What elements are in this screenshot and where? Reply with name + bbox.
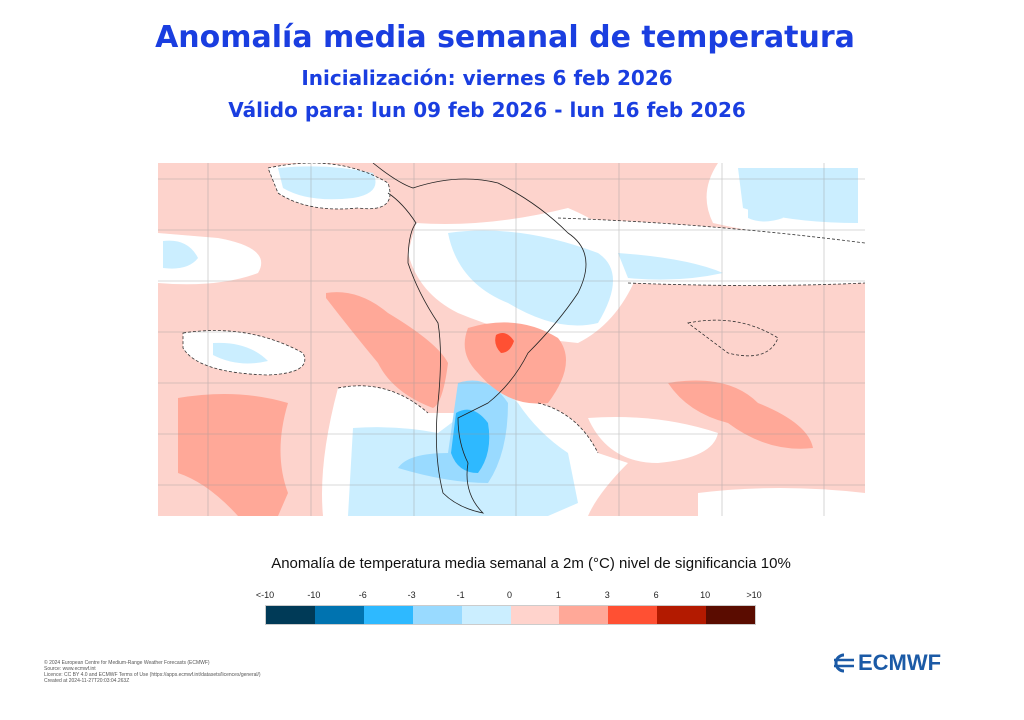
colorbar-tick-label: 0 — [506, 590, 513, 600]
medium-blue-areas — [451, 409, 490, 473]
colorbar-tick-label: 1 — [555, 590, 561, 600]
footer-credits: © 2024 European Centre for Medium-Range … — [44, 660, 261, 684]
ecmwf-logo: ECMWF — [830, 650, 941, 676]
initialization-date: Inicialización: viernes 6 feb 2026 — [301, 66, 673, 90]
colorbar-tick-label: 6 — [653, 590, 659, 600]
footer-line: © 2024 European Centre for Medium-Range … — [44, 660, 210, 666]
anomaly-map — [158, 163, 865, 516]
colorbar-tick-label: -10 — [307, 590, 321, 600]
colorbar-swatch — [314, 606, 364, 624]
footer-line: Created at 2024-11-27T20:03:04.263Z — [44, 678, 130, 684]
colorbar-title: Anomalía de temperatura media semanal a … — [271, 555, 791, 572]
logo-text: ECMWF — [858, 650, 942, 675]
colorbar-swatch — [363, 606, 413, 624]
colorbar-tick-label: >10 — [746, 590, 762, 600]
valid-period: Válido para: lun 09 feb 2026 - lun 16 fe… — [228, 98, 746, 122]
colorbar-swatch — [608, 606, 658, 624]
colorbar-tick-label: -3 — [407, 590, 416, 600]
coastline — [372, 163, 587, 514]
colorbar-tick-label: -1 — [456, 590, 465, 600]
footer-line: Licence: CC BY 4.0 and ECMWF Terms of Us… — [44, 672, 261, 678]
colorbar-tick-label: -6 — [358, 590, 367, 600]
colorbar-swatch — [266, 606, 315, 624]
colorbar-swatch — [461, 606, 511, 624]
colorbar-swatch — [657, 606, 707, 624]
colorbar — [265, 605, 756, 625]
significance-contours — [182, 163, 865, 454]
colorbar-tick-label: 3 — [604, 590, 610, 600]
grid-lines — [158, 163, 865, 516]
colorbar-swatch — [706, 606, 756, 624]
colorbar-tick-label: 10 — [700, 590, 711, 600]
ecmwf-logo-icon — [834, 653, 854, 673]
colorbar-tick-label: <-10 — [255, 590, 275, 600]
footer-line: Source: www.ecmwf.int — [44, 666, 96, 672]
colorbar-swatch — [412, 606, 462, 624]
colorbar-swatch — [559, 606, 609, 624]
red-area — [495, 333, 514, 353]
page-title: Anomalía media semanal de temperatura — [155, 20, 855, 55]
colorbar-swatch — [510, 606, 560, 624]
